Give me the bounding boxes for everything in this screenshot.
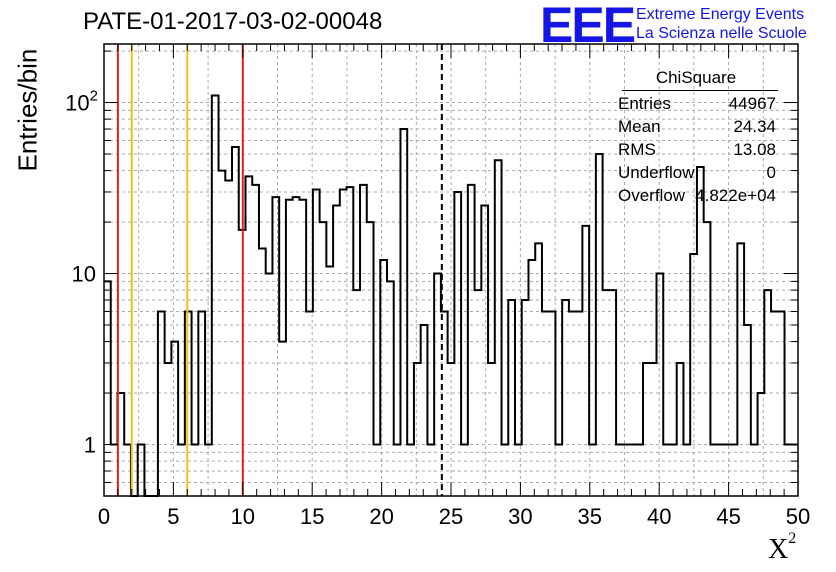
stats-key: Entries [618,94,671,113]
stats-row: Entries 44967 [618,94,776,116]
stats-divider [622,90,778,91]
x-tick-label: 35 [578,504,602,529]
x-tick-label: 45 [716,504,740,529]
stats-row: RMS 13.08 [618,140,776,162]
histogram-line [104,94,798,497]
x-tick-label: 15 [300,504,324,529]
stats-key: RMS [618,140,656,159]
x-tick-label: 0 [98,504,110,529]
stats-value: 0 [766,163,776,182]
stats-row: Overflow 4.822e+04 [618,186,776,208]
x-tick-label: 30 [508,504,532,529]
y-tick-label: 1 [84,433,96,458]
stats-value: 4.822e+04 [695,186,776,205]
x-axis-label: X2 [768,530,797,565]
logo-line1: Extreme Energy Events [636,6,805,23]
x-tick-label: 5 [167,504,179,529]
stats-box: ChiSquare Entries 44967 Mean 24.34 RMS 1… [612,64,780,214]
chart-title: PATE-01-2017-03-02-00048 [83,8,383,35]
stats-title: ChiSquare [655,68,737,87]
stats-value: 13.08 [733,140,776,159]
stats-row: Underflow 0 [618,163,776,185]
x-tick-label: 10 [231,504,255,529]
logo-line2: La Scienza nelle Scuole [636,25,807,42]
y-tick-label: 10 [72,262,96,287]
x-tick-label: 40 [647,504,671,529]
stats-key: Mean [618,117,661,136]
x-tick-label: 20 [369,504,393,529]
stats-value: 24.34 [733,117,776,136]
x-tick-label: 50 [786,504,810,529]
stats-key: Overflow [618,186,686,205]
stats-value: 44967 [728,94,776,113]
x-tick-label: 25 [439,504,463,529]
y-tick-label: 102 [65,88,98,116]
stats-key: Underflow [618,163,695,182]
stats-row: Mean 24.34 [618,117,776,139]
